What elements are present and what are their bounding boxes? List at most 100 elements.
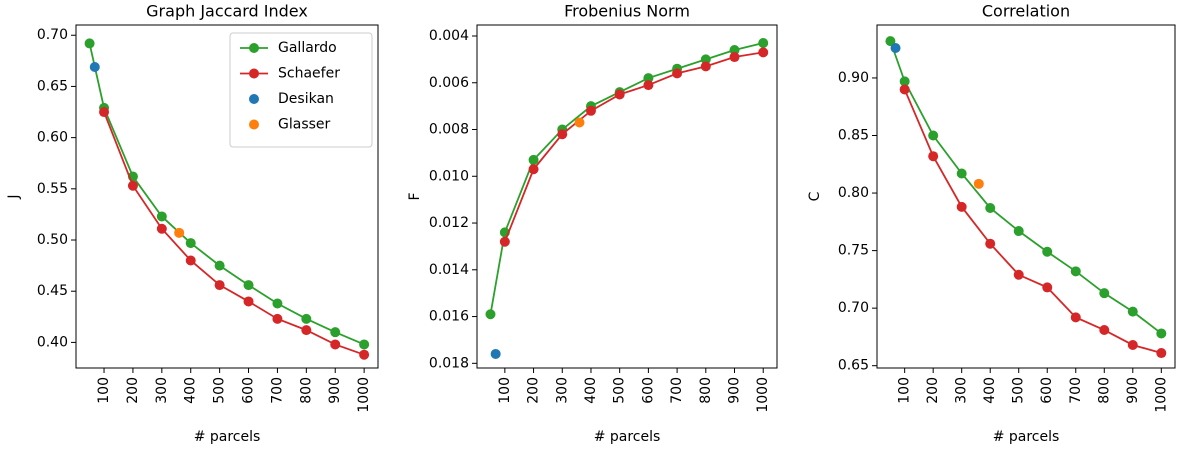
data-point xyxy=(700,54,711,65)
data-point xyxy=(156,211,167,222)
data-point xyxy=(490,348,501,359)
y-tick-label: 0.70 xyxy=(37,27,68,43)
data-point xyxy=(643,73,654,84)
data-point xyxy=(127,180,138,191)
x-tick-label: 400 xyxy=(583,377,599,404)
data-point xyxy=(729,45,740,56)
y-tick-label: 0.55 xyxy=(37,181,68,197)
data-point xyxy=(1070,312,1081,323)
data-point xyxy=(185,255,196,266)
y-tick-label: 0.90 xyxy=(838,70,869,86)
data-point xyxy=(672,68,683,79)
data-point xyxy=(174,227,185,238)
y-tick-label: 0.65 xyxy=(838,358,869,374)
legend-marker xyxy=(249,94,259,104)
x-tick-label: 100 xyxy=(897,377,913,404)
y-axis-label: C xyxy=(807,191,823,201)
x-tick-label: 900 xyxy=(727,377,743,404)
y-tick-label: 0.45 xyxy=(37,283,68,299)
x-tick-label: 300 xyxy=(154,377,170,404)
plot-frame xyxy=(75,24,379,369)
x-tick-label: 600 xyxy=(640,377,656,404)
data-point xyxy=(243,280,254,291)
x-tick-label: 400 xyxy=(183,377,199,404)
y-tick-label: 0.65 xyxy=(37,78,68,94)
data-point xyxy=(301,325,312,336)
x-tick-label: 100 xyxy=(96,377,112,404)
data-point xyxy=(272,298,283,309)
data-point xyxy=(214,280,225,291)
data-point xyxy=(99,107,110,118)
data-point xyxy=(1070,266,1081,277)
x-tick-label: 200 xyxy=(526,377,542,404)
y-axis-label: F xyxy=(407,192,423,200)
data-point xyxy=(557,129,568,140)
x-tick-label: 100 xyxy=(497,377,513,404)
x-tick-label: 300 xyxy=(554,377,570,404)
data-point xyxy=(890,43,901,54)
data-point xyxy=(758,47,769,58)
plot-frame xyxy=(476,24,778,369)
x-tick-label: 1000 xyxy=(755,377,771,413)
data-point xyxy=(1156,328,1167,339)
y-tick-label: 0.012 xyxy=(429,215,469,231)
data-point xyxy=(899,76,910,87)
y-tick-label: 0.010 xyxy=(429,168,469,184)
legend-box xyxy=(229,32,373,148)
data-point xyxy=(899,84,910,95)
x-tick-label: 500 xyxy=(612,377,628,404)
series-line xyxy=(504,51,764,243)
x-tick-label: 600 xyxy=(241,377,257,404)
data-point xyxy=(185,238,196,249)
series-line xyxy=(903,89,1162,354)
legend-label: Gallardo xyxy=(278,40,337,56)
y-tick-label: 0.60 xyxy=(37,130,68,146)
panel-title: Correlation xyxy=(982,2,1070,21)
data-point xyxy=(485,309,496,320)
data-point xyxy=(956,201,967,212)
data-point xyxy=(499,236,510,247)
data-point xyxy=(700,61,711,72)
legend-marker xyxy=(249,119,259,130)
data-point xyxy=(243,296,254,307)
y-tick-label: 0.80 xyxy=(838,185,869,201)
data-point xyxy=(528,154,539,165)
data-point xyxy=(985,203,996,214)
data-point xyxy=(574,117,585,128)
x-tick-label: 300 xyxy=(954,377,970,404)
data-point xyxy=(585,105,596,116)
x-axis-label: # parcels xyxy=(194,429,261,445)
data-point xyxy=(956,168,967,179)
x-tick-label: 900 xyxy=(327,377,343,404)
y-tick-label: 0.004 xyxy=(429,28,469,44)
x-tick-label: 700 xyxy=(669,377,685,404)
series-line xyxy=(489,42,764,315)
x-tick-label: 200 xyxy=(125,377,141,404)
series-line xyxy=(103,111,365,356)
data-point xyxy=(758,38,769,49)
panel-title: Frobenius Norm xyxy=(564,2,690,21)
legend-label: Schaefer xyxy=(278,66,340,82)
y-tick-label: 0.008 xyxy=(429,122,469,138)
data-point xyxy=(330,327,341,338)
x-tick-label: 800 xyxy=(1096,377,1112,404)
data-point xyxy=(985,238,996,249)
data-point xyxy=(528,164,539,175)
data-point xyxy=(1042,246,1053,257)
x-tick-label: 600 xyxy=(1039,377,1055,404)
data-point xyxy=(89,61,100,72)
y-tick-label: 0.018 xyxy=(429,355,469,371)
data-point xyxy=(1127,306,1138,317)
y-tick-label: 0.006 xyxy=(429,75,469,91)
data-point xyxy=(729,52,740,63)
y-tick-label: 0.70 xyxy=(838,300,869,316)
data-point xyxy=(1013,226,1024,237)
y-tick-label: 0.40 xyxy=(37,334,68,350)
data-point xyxy=(928,130,939,141)
data-point xyxy=(272,313,283,324)
y-tick-label: 0.016 xyxy=(429,309,469,325)
data-point xyxy=(643,80,654,91)
data-point xyxy=(973,178,984,189)
series-line xyxy=(889,40,1162,335)
y-tick-label: 0.014 xyxy=(429,262,469,278)
